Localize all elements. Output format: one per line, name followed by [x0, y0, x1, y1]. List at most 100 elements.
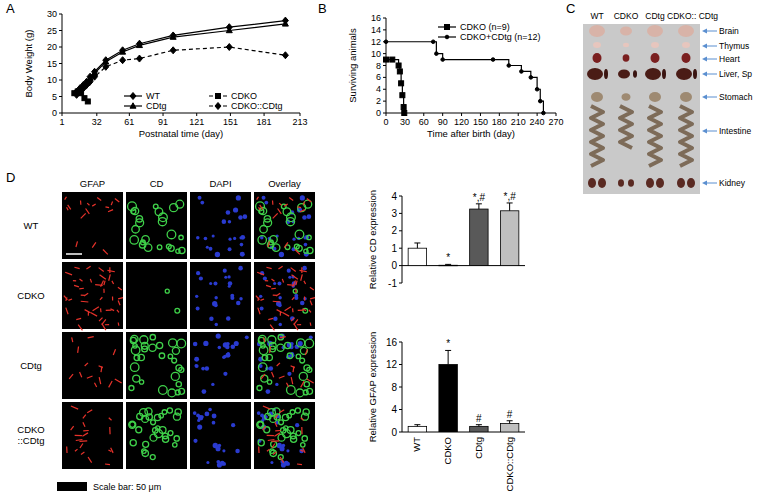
photo-background [583, 24, 700, 194]
gfap-fiber [260, 205, 263, 210]
liver [618, 70, 630, 79]
cd-cell [134, 355, 140, 361]
gfap-fiber [112, 296, 113, 300]
nucleus [262, 196, 266, 200]
x-title: Postnatal time (day) [139, 128, 223, 139]
gfap-fiber [280, 457, 284, 463]
bar [408, 248, 426, 265]
gfap-fiber [82, 433, 88, 436]
gfap-fiber [275, 430, 280, 432]
cd-cell [256, 202, 265, 211]
gfap-fiber [300, 450, 303, 452]
y-tick-label: 2 [391, 225, 397, 236]
nucleus [279, 323, 282, 326]
x-tick [423, 113, 424, 116]
brain [620, 27, 632, 36]
cd-cell [257, 385, 262, 390]
gfap-fiber [280, 337, 286, 338]
cd-cell [142, 450, 148, 456]
gfap-fiber [109, 381, 112, 387]
gfap-fiber [68, 205, 71, 210]
point [400, 93, 405, 98]
cd-cell [150, 335, 155, 340]
nucleus [194, 357, 199, 362]
gfap-fiber [117, 310, 119, 313]
cd-cell [270, 415, 277, 422]
y-axis [402, 196, 403, 283]
gfap-fiber [97, 198, 101, 201]
kidney [687, 178, 695, 188]
gfap-fiber [301, 274, 303, 280]
bar [500, 424, 518, 432]
row-label: CDKO [17, 290, 44, 301]
nucleus [227, 352, 230, 355]
nucleus [214, 296, 217, 299]
cd-cell [173, 413, 180, 420]
point [384, 40, 388, 44]
gfap-fiber [66, 308, 68, 315]
nucleus [303, 297, 306, 300]
micrograph-cell [126, 192, 187, 259]
nucleus [238, 215, 243, 220]
gfap-fiber [277, 363, 280, 366]
cell-background [190, 262, 251, 329]
thymus [651, 42, 659, 48]
cd-cell [167, 230, 176, 239]
y-tick [399, 265, 402, 266]
figure: 0510152025301326191121151181213Body Weig… [0, 0, 765, 503]
nucleus [222, 356, 226, 360]
legend-label: WT [146, 91, 160, 101]
nucleus [212, 414, 217, 419]
x-tick-label: 120 [454, 117, 469, 127]
gfap-fiber [78, 325, 82, 331]
cd-cell [287, 213, 296, 222]
cd-cell [131, 346, 140, 355]
gfap-fiber [77, 347, 79, 353]
stain-label: DAPI [209, 178, 231, 189]
nucleus [302, 266, 307, 271]
cd-cell [172, 347, 179, 354]
cd-cell [260, 225, 268, 233]
gfap-fiber [264, 337, 265, 342]
x-title: Time after birth (day) [427, 128, 515, 139]
gfap-fiber [83, 422, 85, 427]
x-axis [386, 113, 556, 114]
error-cap [445, 350, 451, 351]
nucleus [206, 246, 209, 249]
nucleus [273, 317, 277, 321]
gfap-fiber [88, 337, 94, 338]
error-bar [414, 243, 420, 248]
scale-line [66, 253, 82, 255]
liver [676, 68, 692, 80]
y-tick-label: 20 [47, 42, 57, 52]
nucleus [199, 276, 203, 280]
x-tick-label: 270 [548, 117, 563, 127]
gfap-fiber [112, 281, 114, 284]
point [431, 40, 435, 44]
gfap-fiber [80, 372, 82, 377]
gfap-fiber [271, 279, 274, 281]
cd-cell [282, 414, 288, 420]
micrograph-cell [190, 192, 251, 259]
organ-label: Liver, Sp [719, 69, 752, 79]
gfap-fiber [81, 301, 89, 303]
cell-background [254, 262, 315, 329]
bar [408, 426, 426, 432]
cd-cell [287, 353, 292, 358]
error-cap [414, 424, 420, 425]
cd-cell [150, 434, 157, 441]
cd-cell [271, 441, 277, 447]
nucleus [300, 301, 305, 306]
nucleus [300, 195, 305, 200]
stomach [591, 92, 603, 102]
stain-label: GFAP [80, 178, 105, 189]
x-tick-label: 150 [473, 117, 488, 127]
stomach [622, 93, 631, 101]
point [435, 52, 439, 56]
gfap-fiber [69, 374, 73, 379]
y-tick-label: 12 [371, 37, 381, 47]
point [401, 105, 406, 110]
gfap-fiber [111, 202, 112, 206]
bar [439, 265, 457, 267]
error-cap [414, 242, 420, 243]
